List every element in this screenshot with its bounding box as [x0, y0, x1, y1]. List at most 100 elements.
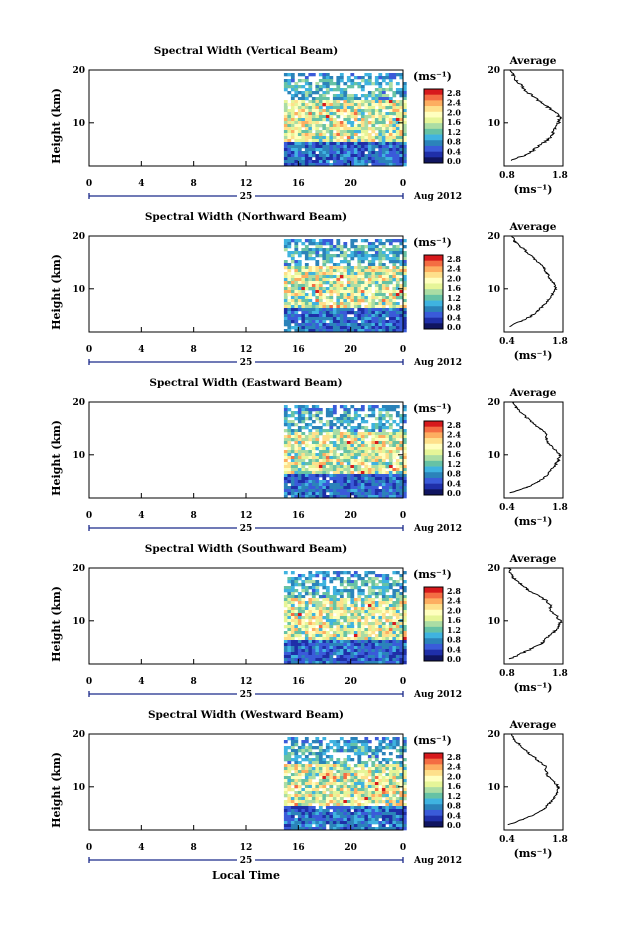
heatmap-cell [301, 115, 306, 119]
heatmap-cell [283, 296, 288, 300]
heatmap-cell [304, 305, 309, 309]
heatmap-cell [350, 420, 355, 424]
heatmap-cell [308, 607, 313, 611]
heatmap-cell [336, 82, 341, 86]
heatmap-cell [297, 812, 302, 816]
heatmap-cell [329, 148, 334, 152]
heatmap-cell [385, 435, 390, 439]
heatmap-cell [374, 281, 379, 285]
heatmap-cell [388, 492, 393, 496]
heatmap-cell [332, 326, 337, 330]
heatmap-cell [371, 616, 376, 620]
heatmap-cell [336, 577, 341, 581]
heatmap-cell [360, 773, 365, 777]
heatmap-cell [392, 824, 397, 828]
heatmap-cell [283, 809, 288, 813]
heatmap-cell [315, 154, 320, 158]
heatmap-cell [311, 154, 316, 158]
heatmap-cell [374, 272, 379, 276]
heatmap-cell [304, 121, 309, 125]
heatmap-cell [315, 284, 320, 288]
heatmap-cell [378, 408, 383, 412]
heatmap-cell [294, 474, 299, 478]
heatmap-cell [402, 97, 407, 101]
heatmap-cell [350, 583, 355, 587]
heatmap-cell [343, 580, 348, 584]
heatmap-cell [308, 94, 313, 98]
heatmap-cell [357, 661, 362, 665]
heatmap-cell [392, 631, 397, 635]
heatmap-cell [304, 239, 309, 243]
heatmap-cell [395, 589, 400, 593]
colorbar-swatch [424, 157, 443, 164]
heatmap-cell [350, 444, 355, 448]
heatmap-cell [325, 803, 330, 807]
heatmap-cell [287, 139, 292, 143]
heatmap-cell [402, 251, 407, 255]
heatmap-cell [378, 625, 383, 629]
heatmap-cell [402, 634, 407, 638]
heatmap-cell [392, 571, 397, 575]
heatmap-cell [311, 444, 316, 448]
x-tick-label: 20 [344, 677, 357, 687]
heatmap-cell [339, 613, 344, 617]
heatmap-cell [287, 441, 292, 445]
heatmap-cell [332, 112, 337, 116]
heatmap-cell [343, 305, 348, 309]
heatmap-cell [399, 601, 404, 605]
heatmap-cell [283, 776, 288, 780]
heatmap-cell [367, 157, 372, 161]
heatmap-cell [322, 269, 327, 273]
heatmap-cell [287, 266, 292, 270]
heatmap-cell [357, 311, 362, 315]
heatmap-cell [395, 278, 400, 282]
heatmap-cell [378, 474, 383, 478]
heatmap-cell [322, 136, 327, 140]
heatmap-cell [374, 486, 379, 490]
heatmap-cell [402, 815, 407, 819]
heatmap-cell [297, 577, 302, 581]
heatmap-cell [378, 628, 383, 632]
heatmap-cell [318, 426, 323, 430]
heatmap-cell [294, 423, 299, 427]
heatmap-cell [353, 281, 358, 285]
heatmap-cell [360, 453, 365, 457]
heatmap-cell [402, 785, 407, 789]
heatmap-cell [371, 453, 376, 457]
heatmap-cell [294, 278, 299, 282]
heatmap-cell [392, 628, 397, 632]
heatmap-cell [367, 592, 372, 596]
heatmap-cell [374, 154, 379, 158]
heatmap-cell [311, 806, 316, 810]
heatmap-cell [360, 76, 365, 80]
heatmap-cell [304, 91, 309, 95]
heatmap-cell [283, 266, 288, 270]
heatmap-cell [294, 405, 299, 409]
heatmap-cell [308, 314, 313, 318]
heatmap-cell [388, 468, 393, 472]
heatmap-cell [336, 115, 341, 119]
heatmap-cell [381, 133, 386, 137]
heatmap-cell [318, 130, 323, 134]
heatmap-cell [367, 266, 372, 270]
heatmap-cell [350, 743, 355, 747]
heatmap-cell [304, 124, 309, 128]
heatmap-cell [287, 803, 292, 807]
heatmap-cell [385, 761, 390, 765]
heatmap-cell [357, 800, 362, 804]
heatmap-cell [378, 417, 383, 421]
heatmap-cell [353, 462, 358, 466]
heatmap-cell [402, 151, 407, 155]
heatmap-cell [283, 85, 288, 89]
heatmap-cell [329, 145, 334, 149]
heatmap-cell [364, 580, 369, 584]
heatmap-cell [315, 139, 320, 143]
heatmap-cell [294, 459, 299, 463]
heatmap-cell [374, 103, 379, 107]
heatmap-cell [374, 447, 379, 451]
heatmap-cell [287, 317, 292, 321]
heatmap-cell [357, 652, 362, 656]
heatmap-cell [329, 163, 334, 167]
heatmap-cell [353, 586, 358, 590]
avg-y-tick-label: 20 [487, 564, 500, 574]
